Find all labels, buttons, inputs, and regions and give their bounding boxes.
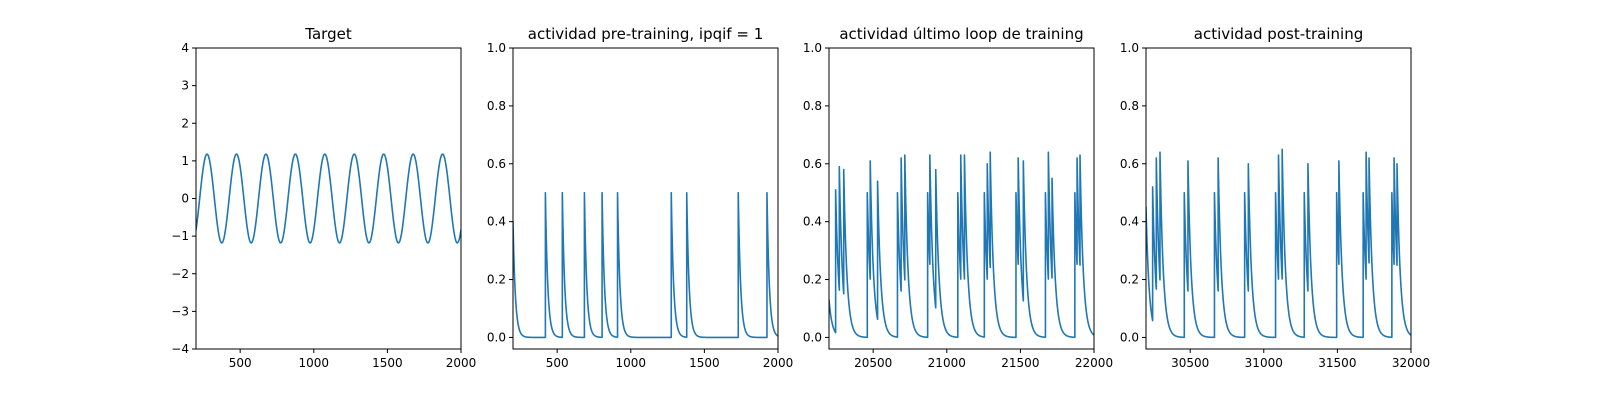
y-tick-label: 0.8 (803, 99, 822, 113)
y-tick-label: 0.8 (487, 99, 506, 113)
x-tick-label: 1500 (689, 356, 720, 370)
series-line-3-1 (829, 151, 1094, 339)
y-tick-label: 0.0 (487, 330, 506, 344)
y-tick-label: −3 (171, 304, 189, 318)
chart-title: actividad pre-training, ipqif = 1 (528, 25, 764, 43)
y-tick-label: 0.4 (487, 215, 506, 229)
series-line-4-1 (1146, 148, 1411, 339)
chart-title: actividad post-training (1194, 25, 1363, 43)
x-tick-label: 1000 (616, 356, 647, 370)
y-tick-label: 0.0 (803, 330, 822, 344)
y-tick-label: −1 (171, 229, 189, 243)
y-tick-label: 0.0 (1120, 330, 1139, 344)
chart-title: actividad último loop de training (839, 25, 1083, 43)
x-tick-label: 22000 (1075, 356, 1113, 370)
y-tick-label: 0.2 (1120, 273, 1139, 287)
y-tick-label: 0.6 (803, 157, 822, 171)
x-tick-label: 30500 (1171, 356, 1209, 370)
y-tick-label: 0.4 (1120, 215, 1139, 229)
x-tick-label: 500 (229, 356, 252, 370)
chart-panel-4: 30500 31000 31500 32000 0.0 0.2 0.4 0.6 0.8 1.0 ac… (1120, 25, 1430, 370)
y-tick-label: 1.0 (1120, 41, 1139, 55)
y-tick-label: 1 (181, 154, 189, 168)
y-tick-label: 0 (181, 192, 189, 206)
plot-frame (1145, 47, 1412, 350)
x-tick-label: 32000 (1392, 356, 1430, 370)
x-tick-label: 31500 (1318, 356, 1356, 370)
y-tick-label: 0.8 (1120, 99, 1139, 113)
chart-panel-1: 500 1000 1500 2000 −4 −3 −2 −1 0 1 2 3 4 Target (171, 25, 476, 370)
y-tick-label: 0.6 (1120, 157, 1139, 171)
series-line-1-1 (196, 153, 461, 244)
y-tick-label: 2 (181, 116, 189, 130)
x-tick-label: 1000 (299, 356, 330, 370)
y-tick-label: 1.0 (487, 41, 506, 55)
y-tick-label: 0.4 (803, 215, 822, 229)
y-tick-label: 0.2 (803, 273, 822, 287)
chart-title: Target (304, 25, 352, 43)
series-line-2-1 (513, 191, 778, 339)
x-tick-label: 31000 (1245, 356, 1283, 370)
plot-frame (828, 47, 1095, 350)
x-tick-label: 2000 (446, 356, 477, 370)
x-tick-label: 500 (546, 356, 569, 370)
y-tick-label: −2 (171, 267, 189, 281)
chart-panel-2: 500 1000 1500 2000 0.0 0.2 0.4 0.6 0.8 1.0 activid… (487, 25, 793, 370)
plot-frame (512, 47, 779, 350)
x-tick-label: 20500 (854, 356, 892, 370)
y-tick-label: 0.6 (487, 157, 506, 171)
y-tick-label: 4 (181, 41, 189, 55)
y-tick-label: 3 (181, 79, 189, 93)
x-tick-label: 21000 (928, 356, 966, 370)
y-tick-label: −4 (171, 342, 189, 356)
x-tick-label: 1500 (372, 356, 403, 370)
x-tick-label: 2000 (763, 356, 794, 370)
chart-panel-3: 20500 21000 21500 22000 0.0 0.2 0.4 0.6 0.8 1.0 ac… (803, 25, 1113, 370)
x-tick-label: 21500 (1001, 356, 1039, 370)
y-tick-label: 1.0 (803, 41, 822, 55)
y-tick-label: 0.2 (487, 273, 506, 287)
